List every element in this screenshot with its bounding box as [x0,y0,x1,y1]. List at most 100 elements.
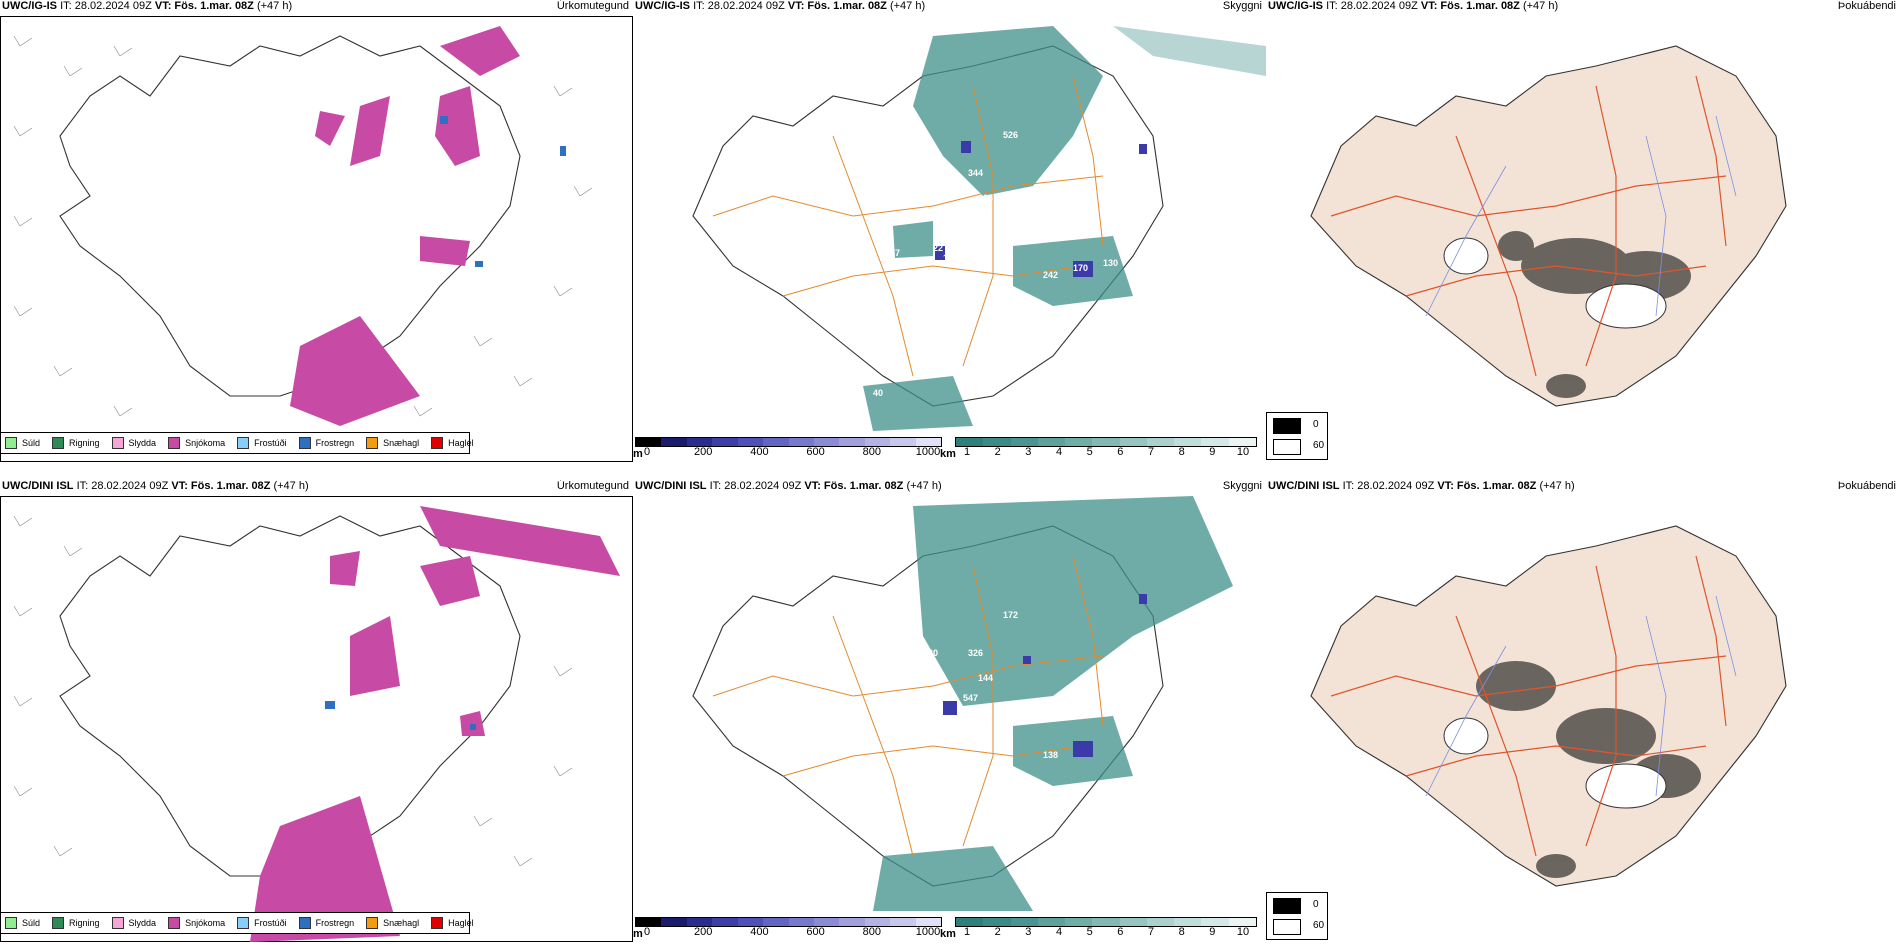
colorbar-tick: 200 [694,926,713,938]
cloud-base-label: 197 [885,248,900,258]
valid-time: VT: Fös. 1.mar. 08Z [787,0,887,12]
panel-header: UWC/IG-IS IT: 28.02.2024 09Z VT: Fös. 1.… [1268,0,1558,12]
panel-title: Skyggni [1222,480,1262,492]
legend-swatch [168,917,181,929]
colorbar-tick: 5 [1086,446,1093,458]
cloud-base-label: 605 [978,193,993,203]
cloud-base-label: 230 [895,138,910,148]
panel-title: Þokuábendi [1837,480,1896,492]
colorbar-step [737,918,764,926]
colorbar-step [1174,918,1202,926]
cloud-base-label: 630 [923,648,938,658]
ceiling-unit: m [633,928,643,940]
legend-item: Snjókoma [168,437,225,449]
legend-item: Snæhagl [366,917,419,929]
precip-panel-row1: UWC/IG-IS IT: 28.02.2024 09Z VT: Fös. 1.… [0,0,633,470]
fog-legend-min: 0 [1313,899,1319,910]
colorbar-step [1119,438,1147,446]
lead-time: (+47 h) [889,0,926,12]
visibility-unit: km [940,928,956,940]
colorbar-step [686,438,713,446]
lead-time: (+47 h) [906,480,942,492]
colorbar-tick: 1 [963,446,971,458]
legend-item: Frostúði [237,437,287,449]
legend-item: Snæhagl [366,437,419,449]
legend-swatch [237,917,250,929]
legend-swatch [5,917,17,929]
cloud-base-label: 801 [889,654,904,664]
cloud-base-label: 336 [889,174,904,184]
legend-swatch [52,437,65,449]
cloud-base-label: 130 [1103,258,1118,268]
legend-swatch [298,437,311,449]
panel-title: Skyggni [1222,0,1262,12]
colorbar-step [1201,918,1229,926]
legend-item: Snjókoma [168,917,225,929]
legend-label: Snæhagl [383,438,420,448]
colorbar-tick: 1 [963,926,971,938]
colorbar-step [661,918,687,926]
colorbar-tick: 6 [1117,926,1124,938]
colorbar-step [1201,438,1229,446]
colorbar-step [1228,438,1256,446]
colorbar-step [1010,918,1038,926]
colorbar-step [1010,438,1038,446]
panel-header: UWC/DINI ISL IT: 28.02.2024 09Z VT: Fös.… [2,480,309,492]
legend-label: Slydda [128,918,157,928]
fog-legend: 0 60 [1266,892,1328,940]
cloud-base-label: 144 [978,673,993,683]
cloud-base-label: 40 [873,388,883,398]
precip-map [0,16,633,462]
fog-panel-row1: UWC/IG-IS IT: 28.02.2024 09Z VT: Fös. 1.… [1266,0,1900,470]
colorbar-step [915,918,942,926]
colorbar-step [1174,438,1202,446]
cloud-base-label: 378 [963,213,978,223]
colorbar-step [983,918,1011,926]
legend-item: Haglél [431,437,474,449]
legend-swatch [111,437,124,449]
issue-time: IT: 28.02.2024 09Z [693,0,785,12]
legend-label: Slydda [128,438,157,448]
legend-label: Rigning [69,918,100,928]
colorbar-tick: 8 [1178,446,1185,458]
model-name: UWC/DINI ISL [635,480,707,492]
visibility-colorbar: 1 2 3 4 5 6 7 8 9 10 [955,437,1260,463]
legend-item: Súld [5,917,40,929]
colorbar-step [1146,918,1175,926]
fog-legend: 0 60 [1266,412,1328,460]
colorbar-step [737,438,764,446]
legend-item: Slydda [111,917,157,929]
colorbar-tick: 10 [1236,446,1250,458]
colorbar-step [813,918,840,926]
legend-swatch [111,917,124,929]
valid-time: VT: Fös. 1.mar. 08Z [154,0,254,12]
legend-label: Frostregn [315,438,355,448]
legend-label: Haglél [448,918,474,928]
valid-time: VT: Fös. 1.mar. 08Z [171,480,271,492]
legend-item: Slydda [111,437,157,449]
issue-time: IT: 28.02.2024 09Z [76,480,169,492]
lead-time: (+47 h) [1522,0,1559,12]
model-name: UWC/DINI ISL [1268,480,1340,492]
colorbar-step [1146,438,1175,446]
cloud-base-label: 18 [943,253,953,263]
cloud-base-label: 161 [943,733,958,743]
valid-time: VT: Fös. 1.mar. 08Z [804,480,904,492]
colorbar-step [636,438,662,446]
legend-item: Frostregn [298,917,354,929]
issue-time: IT: 28.02.2024 09Z [1326,0,1418,12]
precip-panel-row2: UWC/DINI ISL IT: 28.02.2024 09Z VT: Fös.… [0,480,633,950]
lead-time: (+47 h) [273,480,309,492]
cloud-base-label: 25 [933,723,943,733]
cloud-base-label: 211 [891,160,906,170]
legend-label: Súld [22,918,41,928]
cloud-panel-row2: UWC/DINI ISL IT: 28.02.2024 09Z VT: Fös.… [633,480,1266,950]
cloud-base-label: 526 [1003,130,1018,140]
colorbar-tick: 2 [994,926,1001,938]
legend-label: Frostúði [254,918,287,928]
fog-legend-max: 60 [1313,440,1325,451]
cloud-base-label: 138 [1043,750,1058,760]
colorbar-step [1092,918,1120,926]
precip-legend: Súld Rigning Slydda Snjókoma Frostúði Frostre… [0,912,474,934]
